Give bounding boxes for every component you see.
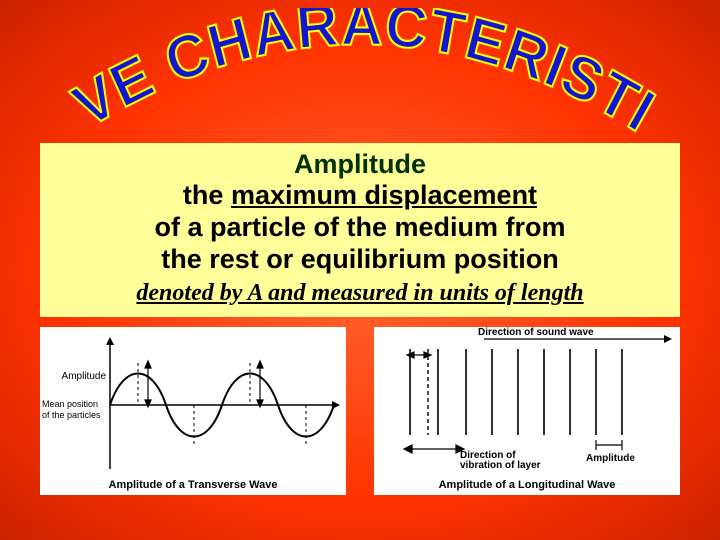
caption-longitudinal: Amplitude of a Longitudinal Wave bbox=[374, 479, 680, 491]
def-line2: of a particle of the medium from bbox=[154, 212, 565, 242]
diagram-longitudinal: Direction of sound wave Direction of vib… bbox=[374, 327, 680, 495]
label-mean1: Mean position bbox=[42, 399, 108, 409]
label-dir-vib2: vibration of layer bbox=[460, 460, 541, 471]
label-direction-sound: Direction of sound wave bbox=[478, 327, 594, 338]
title-text: WAVE CHARACTERISTICS bbox=[40, 8, 666, 138]
label-mean2: of the particles bbox=[42, 410, 108, 420]
title-banner: WAVE CHARACTERISTICS bbox=[0, 0, 720, 143]
diagrams-row: Amplitude Mean position of the particles… bbox=[40, 327, 680, 495]
def-line1a: the bbox=[183, 180, 231, 210]
def-line3: the rest or equilibrium position bbox=[161, 244, 559, 274]
label-dir-vib1: Direction of bbox=[460, 450, 516, 461]
definition-box: Amplitude the maximum displacement of a … bbox=[40, 143, 680, 317]
definition-note: denoted by A and measured in units of le… bbox=[58, 280, 662, 307]
definition-heading: Amplitude bbox=[58, 149, 662, 180]
caption-transverse: Amplitude of a Transverse Wave bbox=[40, 479, 346, 491]
definition-body: the maximum displacement of a particle o… bbox=[58, 180, 662, 276]
def-line1b: maximum displacement bbox=[231, 180, 537, 210]
svg-text:WAVE CHARACTERISTICS: WAVE CHARACTERISTICS bbox=[40, 8, 666, 138]
wordart-title: WAVE CHARACTERISTICS bbox=[40, 8, 680, 138]
label-amplitude-long: Amplitude bbox=[586, 453, 635, 464]
label-amplitude: Amplitude bbox=[44, 371, 106, 382]
diagram-transverse: Amplitude Mean position of the particles… bbox=[40, 327, 346, 495]
